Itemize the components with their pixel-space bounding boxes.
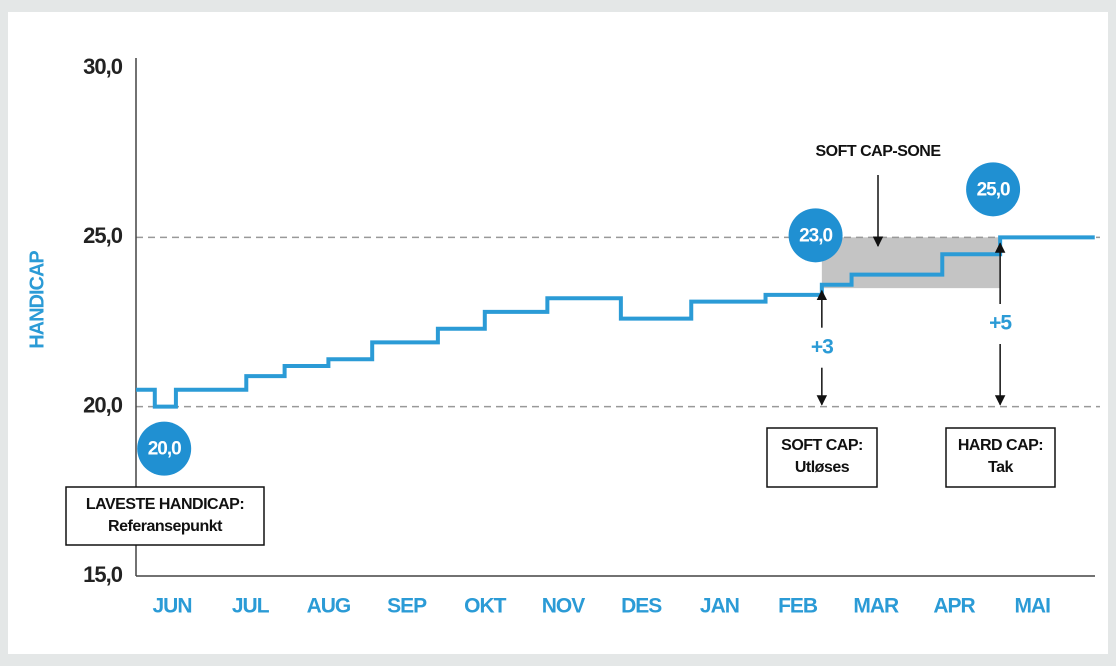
callout-text: SOFT CAP:	[781, 437, 863, 454]
callout-box	[65, 486, 265, 546]
x-tick-label: MAR	[853, 595, 899, 618]
x-tick-label: AUG	[307, 595, 351, 618]
step-line	[136, 235, 1095, 409]
x-tick-label: OKT	[464, 595, 507, 618]
x-tick-label: MAI	[1014, 595, 1050, 618]
x-tick-label: NOV	[542, 595, 586, 618]
zone-label: SOFT CAP-SONE	[815, 143, 941, 160]
x-tick-label: JUL	[232, 595, 270, 618]
y-tick-label: 20,0	[83, 392, 123, 417]
y-tick-label: 15,0	[83, 562, 123, 587]
callout-box	[945, 427, 1056, 488]
x-tick-label: APR	[933, 595, 975, 618]
bubble-label: 23,0	[799, 225, 832, 246]
x-tick-label: DES	[621, 595, 662, 618]
y-axis-title: HANDICAP	[26, 251, 48, 349]
bubble-label: 20,0	[148, 439, 181, 460]
x-tick-label: SEP	[387, 595, 427, 618]
y-tick-label: 25,0	[83, 223, 123, 248]
panel	[8, 12, 1108, 654]
value-bubble	[137, 421, 192, 476]
callout-text: Tak	[988, 459, 1013, 476]
bubble-label: 25,0	[977, 179, 1010, 200]
value-bubble	[966, 162, 1021, 217]
arrow-label: +3	[811, 335, 833, 358]
callout-text: Utløses	[795, 459, 850, 476]
callout-text: LAVESTE HANDICAP:	[86, 496, 244, 513]
x-tick-label: FEB	[778, 595, 818, 618]
x-tick-label: JAN	[700, 595, 739, 618]
arrow-label: +5	[989, 312, 1012, 335]
callout-text: HARD CAP:	[958, 437, 1043, 454]
x-tick-label: JUN	[152, 595, 191, 618]
callout-text: Referansepunkt	[108, 518, 223, 535]
soft-cap-zone	[821, 237, 1001, 289]
y-tick-label: 30,0	[83, 54, 123, 79]
callout-box	[766, 427, 878, 488]
value-bubble	[788, 208, 843, 263]
